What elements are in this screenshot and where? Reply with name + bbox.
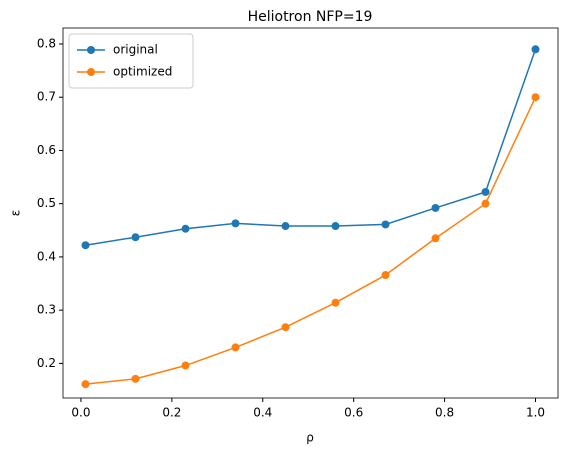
data-point: [381, 220, 390, 229]
y-axis-label: ε: [9, 210, 23, 217]
legend-label: original: [113, 43, 158, 57]
y-tick-label: 0.5: [37, 196, 56, 210]
x-axis-label: ρ: [306, 431, 314, 445]
x-tick-label: 0.4: [253, 406, 272, 420]
legend-marker: [87, 68, 95, 76]
data-point: [281, 222, 290, 231]
y-tick-label: 0.4: [37, 249, 56, 263]
y-tick-label: 0.8: [37, 36, 56, 50]
plot-frame: [62, 27, 559, 399]
data-point: [531, 93, 540, 102]
x-tick-label: 0.8: [435, 406, 454, 420]
series-line: [85, 96, 537, 385]
y-tick-label: 0.3: [37, 303, 56, 317]
data-point: [81, 380, 90, 389]
data-point: [331, 298, 340, 307]
data-point: [331, 222, 340, 231]
series-line: [85, 49, 537, 246]
y-tick-label: 0.6: [37, 143, 56, 157]
data-point: [81, 241, 90, 250]
data-point: [181, 224, 190, 233]
data-point: [231, 219, 240, 228]
data-point: [481, 187, 490, 196]
data-point: [531, 45, 540, 54]
y-tick-label: 0.2: [37, 356, 56, 370]
data-point: [431, 203, 440, 212]
data-point: [131, 374, 140, 383]
data-point: [381, 271, 390, 280]
chart-title: Heliotron NFP=19: [248, 9, 373, 25]
data-point: [231, 343, 240, 352]
legend-marker: [87, 46, 95, 54]
y-tick-label: 0.7: [37, 90, 56, 104]
data-point: [181, 361, 190, 370]
x-tick-label: 0.6: [344, 406, 363, 420]
data-point: [431, 234, 440, 243]
x-tick-label: 0.2: [162, 406, 181, 420]
data-point: [281, 323, 290, 332]
data-point: [481, 199, 490, 208]
x-tick-label: 0.0: [71, 406, 90, 420]
data-point: [131, 233, 140, 242]
legend-label: optimized: [113, 65, 172, 79]
x-tick-label: 1.0: [526, 406, 545, 420]
legend-box: [68, 33, 194, 89]
